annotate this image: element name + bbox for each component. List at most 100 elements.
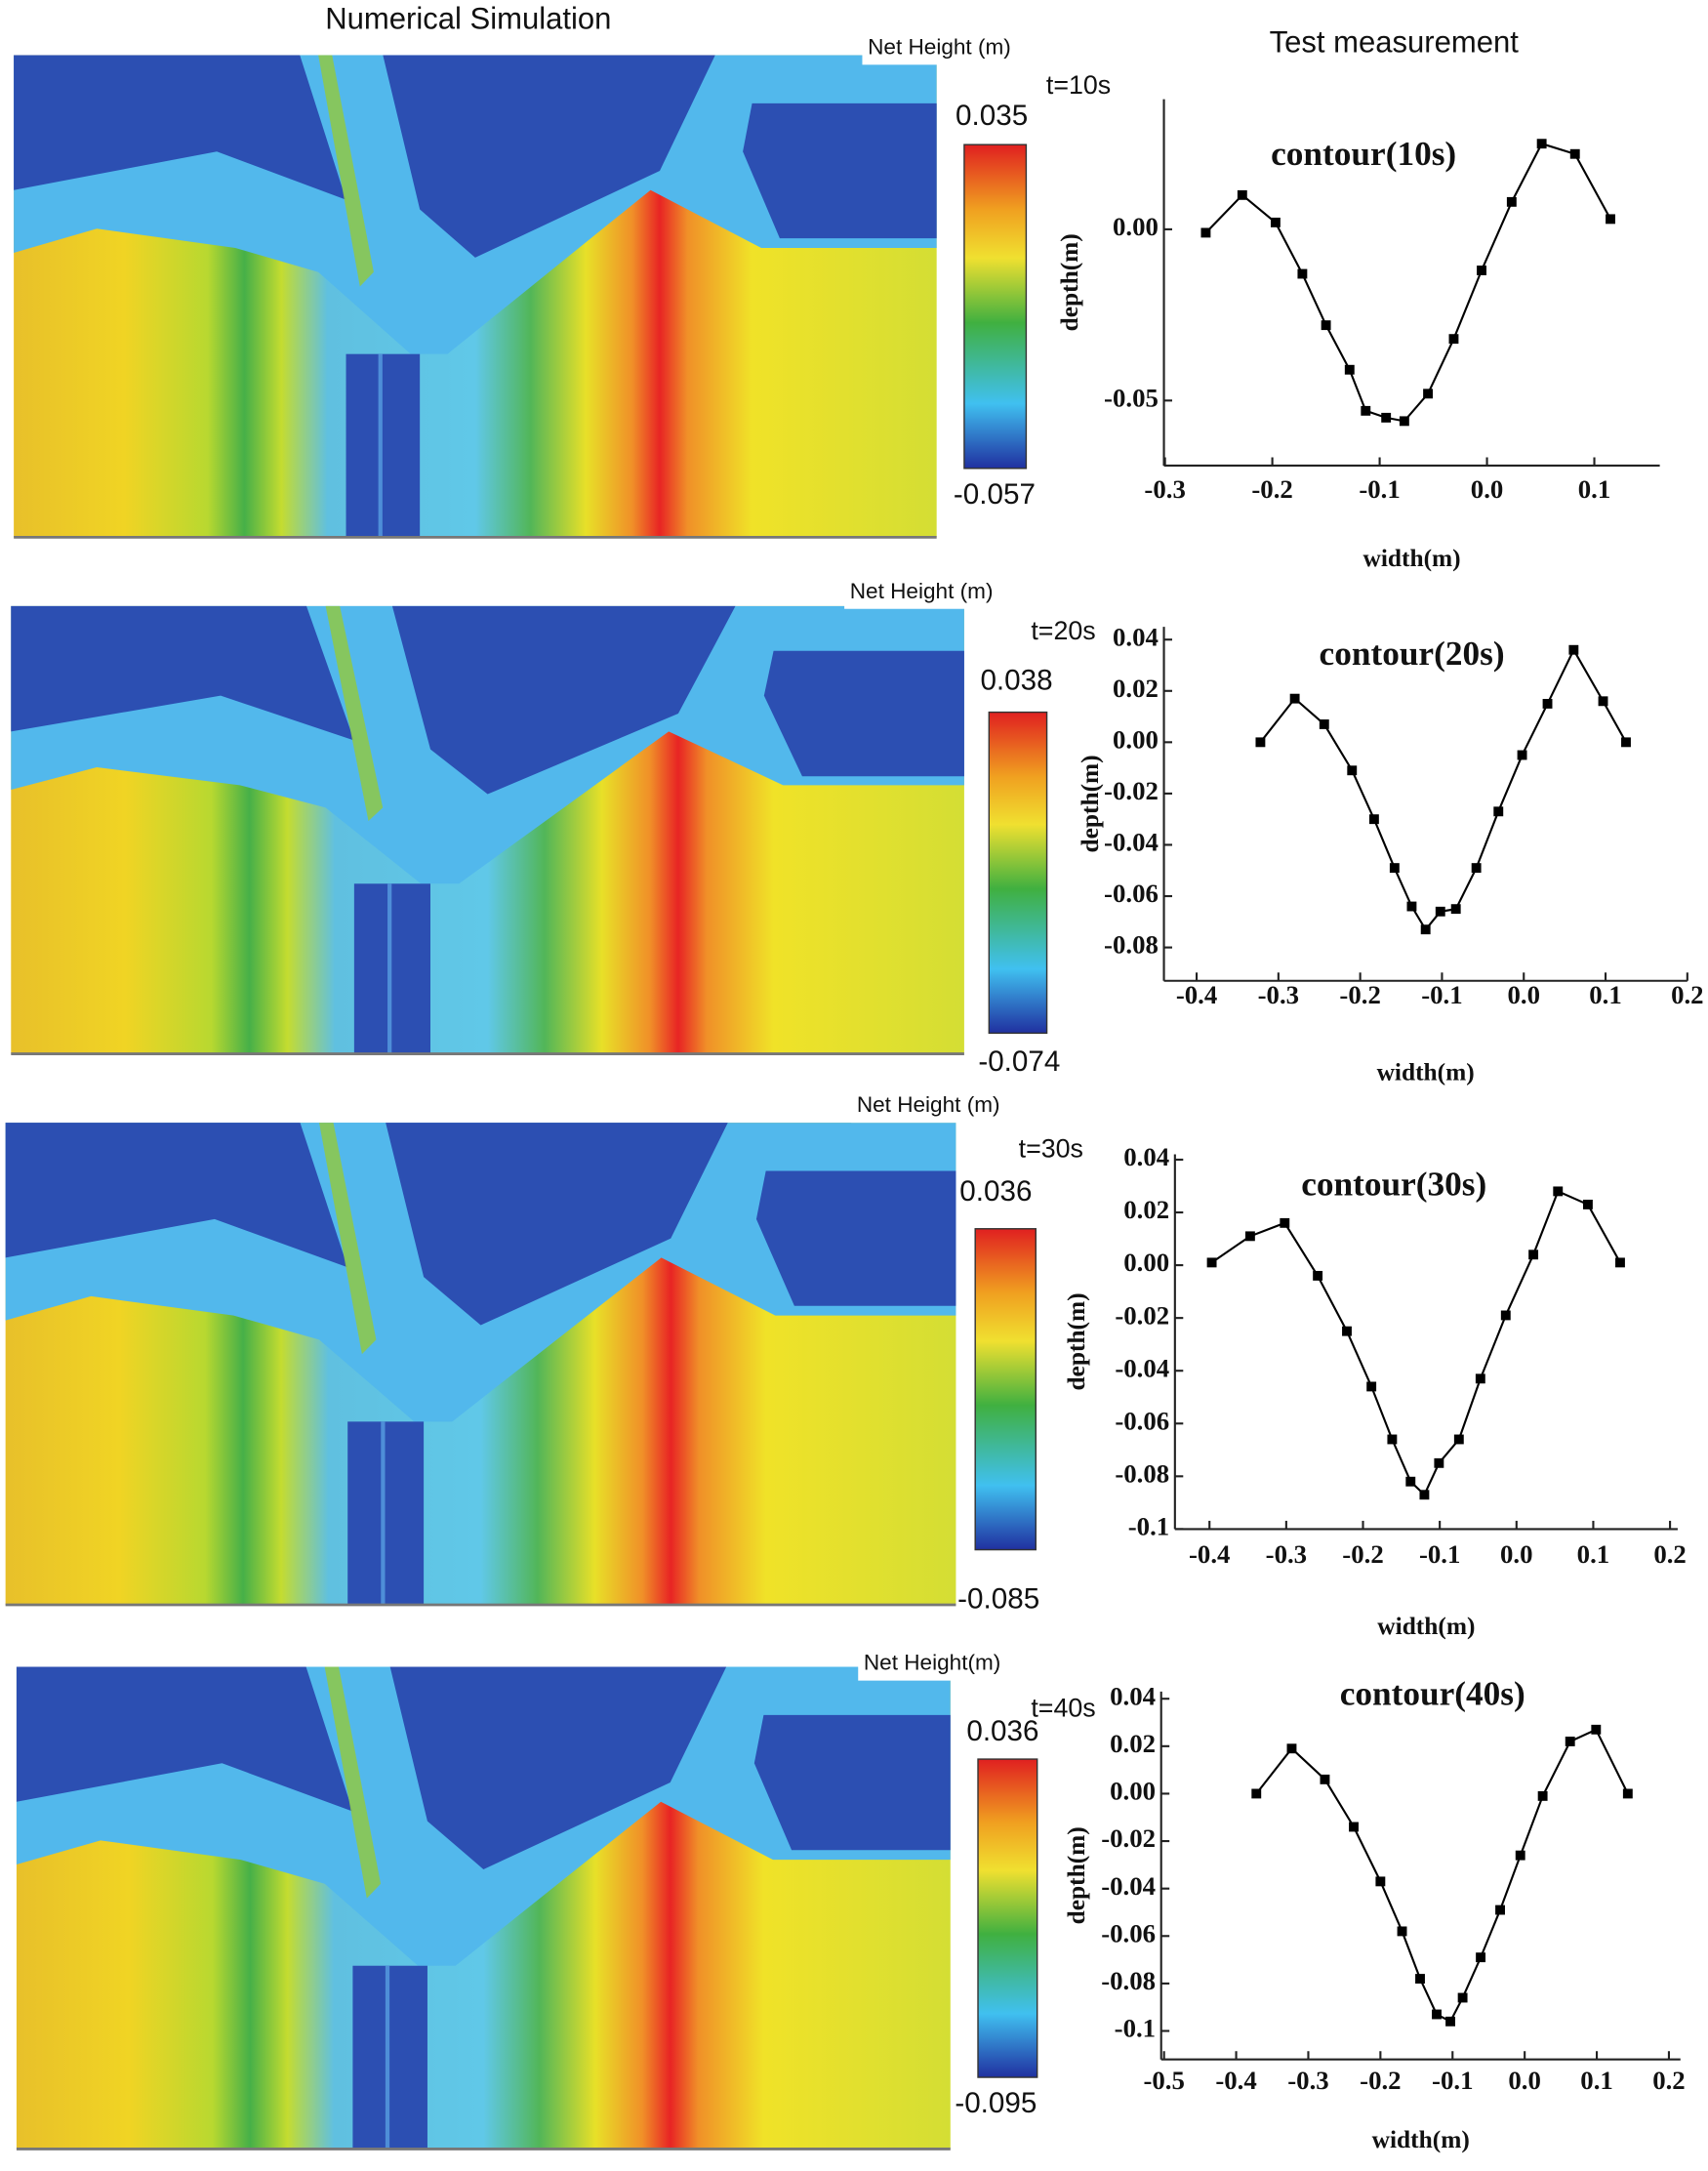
chart-title: contour(10s)	[1271, 135, 1456, 173]
data-point	[1320, 1774, 1330, 1784]
data-point	[1397, 1926, 1407, 1937]
data-point	[1366, 1381, 1377, 1392]
y-tick-label: 0.02	[1110, 1729, 1156, 1758]
x-tick-label: -0.4	[1176, 980, 1217, 1009]
data-point	[1515, 1850, 1525, 1861]
data-point	[1448, 334, 1459, 345]
x-tick-label: -0.2	[1360, 2066, 1401, 2095]
legend-box	[844, 575, 1051, 609]
data-point	[1206, 1257, 1217, 1268]
colorbar	[988, 711, 1048, 1035]
x-tick-label: -0.3	[1144, 474, 1185, 504]
x-tick-label: -0.3	[1266, 1539, 1307, 1569]
x-tick-label: 0.0	[1507, 980, 1540, 1009]
data-point	[1569, 148, 1580, 159]
y-tick-label: 0.00	[1113, 725, 1159, 755]
data-point	[1297, 268, 1308, 279]
x-tick-label: -0.3	[1258, 980, 1299, 1009]
y-tick-label: 0.04	[1113, 622, 1159, 651]
data-point	[1622, 1788, 1633, 1799]
deep-left	[16, 1666, 353, 1812]
legend-title: Net Height (m)	[868, 34, 1011, 59]
data-line	[1259, 647, 1627, 932]
data-point	[1606, 214, 1615, 225]
scour-slot	[346, 353, 421, 538]
data-point	[1270, 217, 1281, 227]
y-tick-label: -0.06	[1104, 879, 1159, 908]
data-point	[1381, 412, 1392, 423]
data-point	[1453, 1434, 1464, 1445]
data-point	[1251, 1788, 1262, 1799]
x-axis-label: width(m)	[1377, 1059, 1475, 1086]
x-tick-label: -0.2	[1251, 474, 1292, 504]
data-point	[1476, 1952, 1486, 1963]
slot-line	[385, 1965, 390, 2150]
deep-corner	[755, 1170, 956, 1306]
deep-left	[11, 605, 354, 741]
data-point	[1591, 1724, 1602, 1735]
data-point	[1289, 693, 1300, 704]
x-axis-label: width(m)	[1377, 1613, 1475, 1640]
colorbar-min: -0.057	[954, 478, 1036, 511]
colorbar-max: 0.038	[980, 664, 1052, 696]
y-tick-label: -0.05	[1104, 383, 1159, 412]
data-point	[1445, 2016, 1455, 2027]
data-point	[1434, 1457, 1444, 1468]
data-point	[1405, 1476, 1416, 1487]
data-point	[1598, 696, 1608, 707]
x-tick-label: -0.1	[1419, 1539, 1460, 1569]
time-label: t=40s	[1031, 1693, 1095, 1722]
deep-right	[389, 1666, 727, 1869]
x-tick-label: 0.1	[1578, 474, 1611, 504]
y-tick-label: -0.06	[1101, 1918, 1156, 1947]
legend-box	[858, 1647, 1065, 1681]
x-tick-label: -0.5	[1143, 2066, 1184, 2095]
legend-title: Net Height (m)	[857, 1092, 1000, 1117]
x-tick-label: 0.0	[1500, 1539, 1533, 1569]
data-point	[1471, 863, 1482, 874]
data-point	[1375, 1876, 1386, 1887]
x-tick-label: -0.1	[1359, 474, 1400, 504]
data-point	[1420, 924, 1431, 935]
slot-line	[381, 1421, 386, 1606]
legend-title: Net Height(m)	[864, 1651, 1000, 1675]
deep-left	[14, 55, 346, 200]
data-point	[1319, 719, 1329, 729]
data-point	[1419, 1490, 1430, 1500]
data-point	[1457, 1992, 1468, 2003]
jet-streak	[325, 605, 384, 822]
deep-right	[391, 605, 736, 795]
x-tick-label: 0.2	[1653, 1539, 1687, 1569]
y-tick-label: 0.00	[1123, 1248, 1169, 1277]
colorbar-max: 0.036	[959, 1175, 1032, 1208]
x-tick-label: -0.3	[1287, 2066, 1328, 2095]
deep-corner	[753, 1714, 951, 1851]
y-tick-label: -0.04	[1101, 1871, 1156, 1901]
x-tick-label: -0.4	[1215, 2066, 1256, 2095]
y-axis-label: depth(m)	[1077, 755, 1104, 852]
jet-streak	[318, 1123, 377, 1355]
scour-slot	[352, 1965, 427, 2150]
data-point	[1321, 320, 1331, 331]
chart-title: contour(30s)	[1301, 1166, 1486, 1204]
data-line	[1204, 142, 1612, 423]
x-tick-label: 0.0	[1471, 474, 1504, 504]
y-axis-label: depth(m)	[1063, 1292, 1090, 1390]
deep-right	[383, 55, 715, 258]
y-tick-label: 0.04	[1110, 1681, 1156, 1710]
x-tick-label: 0.2	[1671, 980, 1704, 1009]
data-point	[1313, 1270, 1323, 1281]
x-axis-label: width(m)	[1362, 545, 1460, 572]
data-line	[1255, 1728, 1629, 2024]
y-tick-label: 0.00	[1110, 1777, 1156, 1806]
y-tick-label: -0.06	[1115, 1406, 1169, 1435]
y-tick-label: 0.04	[1123, 1142, 1169, 1171]
data-point	[1621, 737, 1631, 748]
data-point	[1450, 904, 1461, 915]
y-tick-label: -0.02	[1104, 776, 1159, 805]
time-label: t=10s	[1046, 70, 1111, 100]
data-point	[1537, 1790, 1548, 1801]
right-header: Test measurement	[1270, 24, 1520, 59]
colorbar-max: 0.035	[956, 100, 1028, 132]
